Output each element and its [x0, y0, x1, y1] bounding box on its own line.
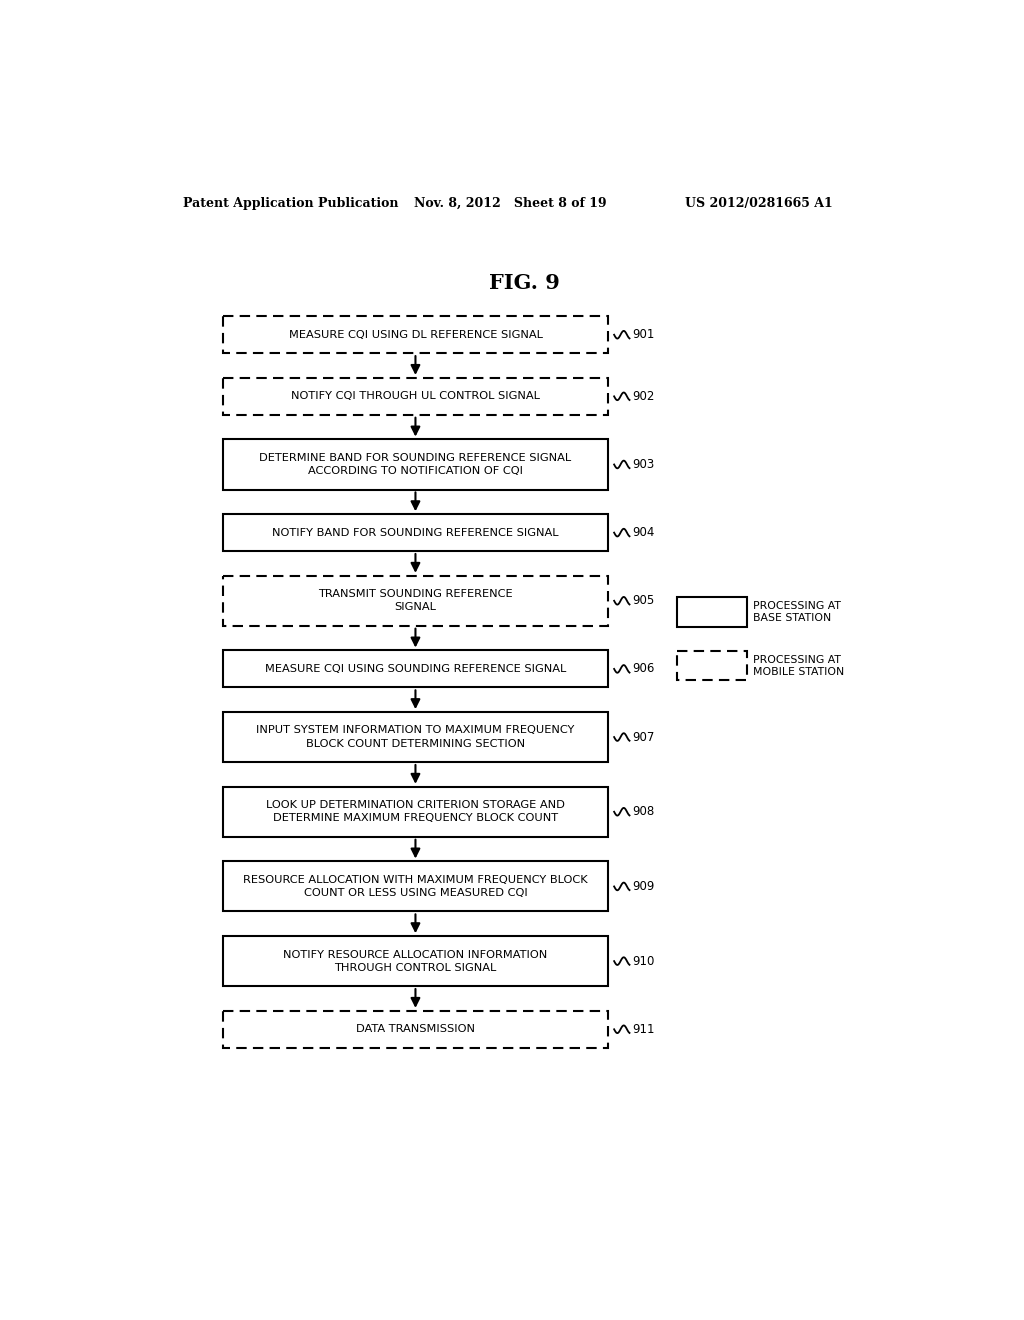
Text: 910: 910 [633, 954, 655, 968]
Text: US 2012/0281665 A1: US 2012/0281665 A1 [685, 197, 833, 210]
Text: NOTIFY BAND FOR SOUNDING REFERENCE SIGNAL: NOTIFY BAND FOR SOUNDING REFERENCE SIGNA… [272, 528, 559, 537]
Text: TRANSMIT SOUNDING REFERENCE
SIGNAL: TRANSMIT SOUNDING REFERENCE SIGNAL [318, 589, 513, 612]
Text: MEASURE CQI USING SOUNDING REFERENCE SIGNAL: MEASURE CQI USING SOUNDING REFERENCE SIG… [265, 664, 566, 675]
Bar [223, 576, 608, 626]
Bar [223, 651, 608, 688]
Text: LOOK UP DETERMINATION CRITERION STORAGE AND
DETERMINE MAXIMUM FREQUENCY BLOCK CO: LOOK UP DETERMINATION CRITERION STORAGE … [266, 800, 565, 824]
Text: 905: 905 [633, 594, 655, 607]
Text: 901: 901 [633, 329, 655, 342]
Text: DETERMINE BAND FOR SOUNDING REFERENCE SIGNAL
ACCORDING TO NOTIFICATION OF CQI: DETERMINE BAND FOR SOUNDING REFERENCE SI… [259, 453, 571, 477]
Text: 911: 911 [633, 1023, 655, 1036]
Bar [223, 787, 608, 837]
Bar [223, 378, 608, 414]
Text: DATA TRANSMISSION: DATA TRANSMISSION [356, 1024, 475, 1035]
Text: 908: 908 [633, 805, 655, 818]
Text: INPUT SYSTEM INFORMATION TO MAXIMUM FREQUENCY
BLOCK COUNT DETERMINING SECTION: INPUT SYSTEM INFORMATION TO MAXIMUM FREQ… [256, 726, 574, 748]
Text: Nov. 8, 2012   Sheet 8 of 19: Nov. 8, 2012 Sheet 8 of 19 [414, 197, 606, 210]
Bar [223, 317, 608, 354]
Text: RESOURCE ALLOCATION WITH MAXIMUM FREQUENCY BLOCK
COUNT OR LESS USING MEASURED CQ: RESOURCE ALLOCATION WITH MAXIMUM FREQUEN… [243, 875, 588, 898]
Bar [677, 651, 746, 681]
Text: 909: 909 [633, 880, 655, 892]
Bar [223, 515, 608, 552]
Bar [223, 936, 608, 986]
Text: 902: 902 [633, 389, 655, 403]
Text: 907: 907 [633, 730, 655, 743]
Text: PROCESSING AT
MOBILE STATION: PROCESSING AT MOBILE STATION [753, 655, 844, 677]
Text: 903: 903 [633, 458, 655, 471]
Text: FIG. 9: FIG. 9 [489, 273, 560, 293]
Text: 906: 906 [633, 663, 655, 676]
Text: 904: 904 [633, 527, 655, 539]
Bar [223, 440, 608, 490]
Text: Patent Application Publication: Patent Application Publication [183, 197, 398, 210]
Bar [223, 1011, 608, 1048]
Bar [223, 862, 608, 911]
Text: PROCESSING AT
BASE STATION: PROCESSING AT BASE STATION [753, 601, 841, 623]
Text: MEASURE CQI USING DL REFERENCE SIGNAL: MEASURE CQI USING DL REFERENCE SIGNAL [289, 330, 543, 339]
Text: NOTIFY CQI THROUGH UL CONTROL SIGNAL: NOTIFY CQI THROUGH UL CONTROL SIGNAL [291, 391, 540, 401]
Text: NOTIFY RESOURCE ALLOCATION INFORMATION
THROUGH CONTROL SIGNAL: NOTIFY RESOURCE ALLOCATION INFORMATION T… [284, 949, 548, 973]
Bar [677, 597, 746, 627]
Bar [223, 711, 608, 762]
